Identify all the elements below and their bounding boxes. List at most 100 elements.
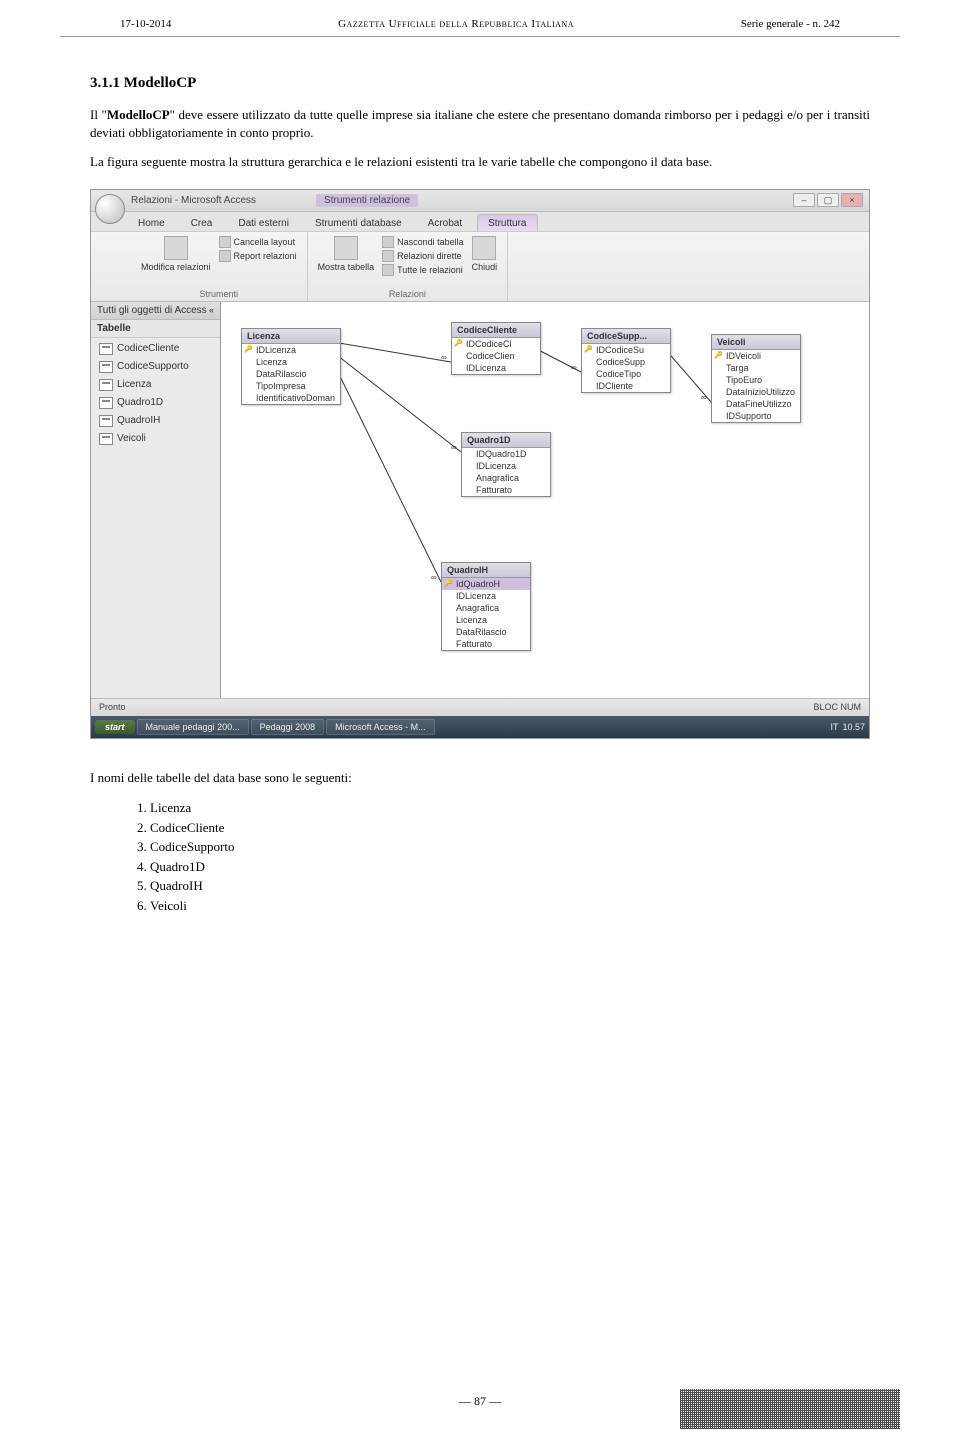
nav-tables-header[interactable]: Tabelle	[91, 320, 220, 338]
nav-item[interactable]: Quadro1D	[91, 394, 220, 412]
status-bar: Pronto BLOC NUM	[91, 698, 869, 716]
nav-item[interactable]: Licenza	[91, 376, 220, 394]
db-table-field[interactable]: DataRilascio	[242, 368, 340, 380]
db-table-field[interactable]: IDVeicoli	[712, 350, 800, 362]
start-button[interactable]: start	[95, 720, 135, 734]
table-icon	[99, 433, 113, 445]
list-intro: I nomi delle tabelle del data base sono …	[90, 769, 870, 787]
taskbar-item[interactable]: Pedaggi 2008	[251, 719, 325, 735]
db-table-field[interactable]: Anagrafica	[442, 602, 530, 614]
nascondi-tabella-label: Nascondi tabella	[397, 237, 464, 247]
office-button[interactable]	[95, 194, 125, 224]
access-screenshot: Relazioni - Microsoft Access Strumenti r…	[90, 189, 870, 739]
db-table-field[interactable]: CodiceClien	[452, 350, 540, 362]
db-table-box[interactable]: QuadroIHIdQuadroHIDLicenzaAnagraficaLice…	[441, 562, 531, 651]
db-table-field[interactable]: DataInizioUtilizzo	[712, 386, 800, 398]
taskbar-item[interactable]: Manuale pedaggi 200...	[137, 719, 249, 735]
db-table-field[interactable]: IDCliente	[582, 380, 670, 392]
list-item: CodiceCliente	[150, 818, 870, 838]
svg-text:∞: ∞	[571, 363, 577, 372]
db-table-field[interactable]: Anagrafica	[462, 472, 550, 484]
cancella-layout-button[interactable]: Cancella layout	[219, 236, 297, 248]
chiudi-button[interactable]: Chiudi	[472, 236, 498, 272]
chiudi-icon	[472, 236, 496, 260]
context-tab-header: Strumenti relazione	[316, 194, 418, 207]
tab-acrobat[interactable]: Acrobat	[417, 214, 473, 231]
relazioni-dirette-label: Relazioni dirette	[397, 251, 462, 261]
db-table-box[interactable]: Quadro1DIDQuadro1DIDLicenzaAnagraficaFat…	[461, 432, 551, 497]
db-table-box[interactable]: VeicoliIDVeicoliTargaTipoEuroDataInizioU…	[711, 334, 801, 423]
nav-header[interactable]: Tutti gli oggetti di Access «	[91, 302, 220, 320]
relationships-canvas[interactable]: 1∞1∞1∞1∞1∞ LicenzaIDLicenzaLicenzaDataRi…	[221, 302, 869, 698]
db-table-field[interactable]: TipoImpresa	[242, 380, 340, 392]
modifica-relazioni-button[interactable]: Modifica relazioni	[141, 236, 211, 272]
chiudi-label: Chiudi	[472, 262, 498, 272]
taskbar-item[interactable]: Microsoft Access - M...	[326, 719, 435, 735]
db-table-field[interactable]: IDLicenza	[242, 344, 340, 356]
window-title: Relazioni - Microsoft Access	[131, 195, 256, 206]
db-table-field[interactable]: CodiceTipo	[582, 368, 670, 380]
db-table-field[interactable]: IDLicenza	[462, 460, 550, 472]
db-table-field[interactable]: IDCodiceSu	[582, 344, 670, 356]
tab-strumenti-db[interactable]: Strumenti database	[304, 214, 413, 231]
db-table-field[interactable]: CodiceSupp	[582, 356, 670, 368]
list-item: Quadro1D	[150, 857, 870, 877]
db-table-field[interactable]: Fatturato	[462, 484, 550, 496]
db-table-field[interactable]: Licenza	[442, 614, 530, 626]
tutte-relazioni-button[interactable]: Tutte le relazioni	[382, 264, 464, 276]
nav-item[interactable]: CodiceSupporto	[91, 358, 220, 376]
tab-home[interactable]: Home	[127, 214, 176, 231]
ribbon-group-strumenti: Modifica relazioni Cancella layout Repor…	[131, 232, 308, 301]
db-table-field[interactable]: DataRilascio	[442, 626, 530, 638]
main-area: Tutti gli oggetti di Access « Tabelle Co…	[91, 302, 869, 698]
report-relazioni-icon	[219, 250, 231, 262]
nascondi-tabella-button[interactable]: Nascondi tabella	[382, 236, 464, 248]
close-button[interactable]: ×	[841, 193, 863, 207]
nav-item[interactable]: QuadroIH	[91, 412, 220, 430]
ribbon-group-relazioni: Mostra tabella Nascondi tabella Relazion…	[308, 232, 509, 301]
db-table-box[interactable]: CodiceSupp...IDCodiceSuCodiceSuppCodiceT…	[581, 328, 671, 393]
db-table-field[interactable]: IdentificativoDoman	[242, 392, 340, 404]
relazioni-dirette-button[interactable]: Relazioni dirette	[382, 250, 464, 262]
content-body: 3.1.1 ModelloCP Il "ModelloCP" deve esse…	[0, 37, 960, 739]
db-table-field[interactable]: IDLicenza	[452, 362, 540, 374]
system-tray: IT 10.57	[830, 722, 865, 732]
tab-struttura[interactable]: Struttura	[477, 214, 537, 231]
modifica-relazioni-label: Modifica relazioni	[141, 262, 211, 272]
maximize-button[interactable]: ▢	[817, 193, 839, 207]
db-table-field[interactable]: IDSupporto	[712, 410, 800, 422]
taskbar: start Manuale pedaggi 200... Pedaggi 200…	[91, 716, 869, 738]
group-label-relazioni: Relazioni	[389, 289, 426, 299]
chevron-left-icon: «	[209, 305, 214, 316]
db-table-field[interactable]: DataFineUtilizzo	[712, 398, 800, 410]
svg-text:∞: ∞	[701, 393, 707, 402]
db-table-field[interactable]: Licenza	[242, 356, 340, 368]
table-icon	[99, 343, 113, 355]
db-table-field[interactable]: IDQuadro1D	[462, 448, 550, 460]
minimize-button[interactable]: –	[793, 193, 815, 207]
nav-item[interactable]: Veicoli	[91, 430, 220, 448]
nav-item[interactable]: CodiceCliente	[91, 340, 220, 358]
db-table-field[interactable]: Targa	[712, 362, 800, 374]
tutte-relazioni-icon	[382, 264, 394, 276]
db-table-field[interactable]: TipoEuro	[712, 374, 800, 386]
tray-clock: 10.57	[842, 722, 865, 732]
window-titlebar: Relazioni - Microsoft Access Strumenti r…	[91, 190, 869, 212]
db-table-box[interactable]: CodiceClienteIDCodiceClCodiceClienIDLice…	[451, 322, 541, 375]
db-table-field[interactable]: Fatturato	[442, 638, 530, 650]
report-relazioni-button[interactable]: Report relazioni	[219, 250, 297, 262]
svg-text:∞: ∞	[451, 443, 457, 452]
tray-language[interactable]: IT	[830, 722, 838, 732]
tab-crea[interactable]: Crea	[180, 214, 224, 231]
nav-item-label: Licenza	[117, 379, 151, 390]
navigation-pane: Tutti gli oggetti di Access « Tabelle Co…	[91, 302, 221, 698]
db-table-field[interactable]: IDCodiceCl	[452, 338, 540, 350]
mostra-tabella-button[interactable]: Mostra tabella	[318, 236, 375, 272]
db-table-title: QuadroIH	[442, 563, 530, 578]
db-table-title: CodiceCliente	[452, 323, 540, 338]
tab-dati-esterni[interactable]: Dati esterni	[227, 214, 300, 231]
tutte-relazioni-label: Tutte le relazioni	[397, 265, 463, 275]
db-table-box[interactable]: LicenzaIDLicenzaLicenzaDataRilascioTipoI…	[241, 328, 341, 405]
db-table-field[interactable]: IdQuadroH	[442, 578, 530, 590]
db-table-field[interactable]: IDLicenza	[442, 590, 530, 602]
